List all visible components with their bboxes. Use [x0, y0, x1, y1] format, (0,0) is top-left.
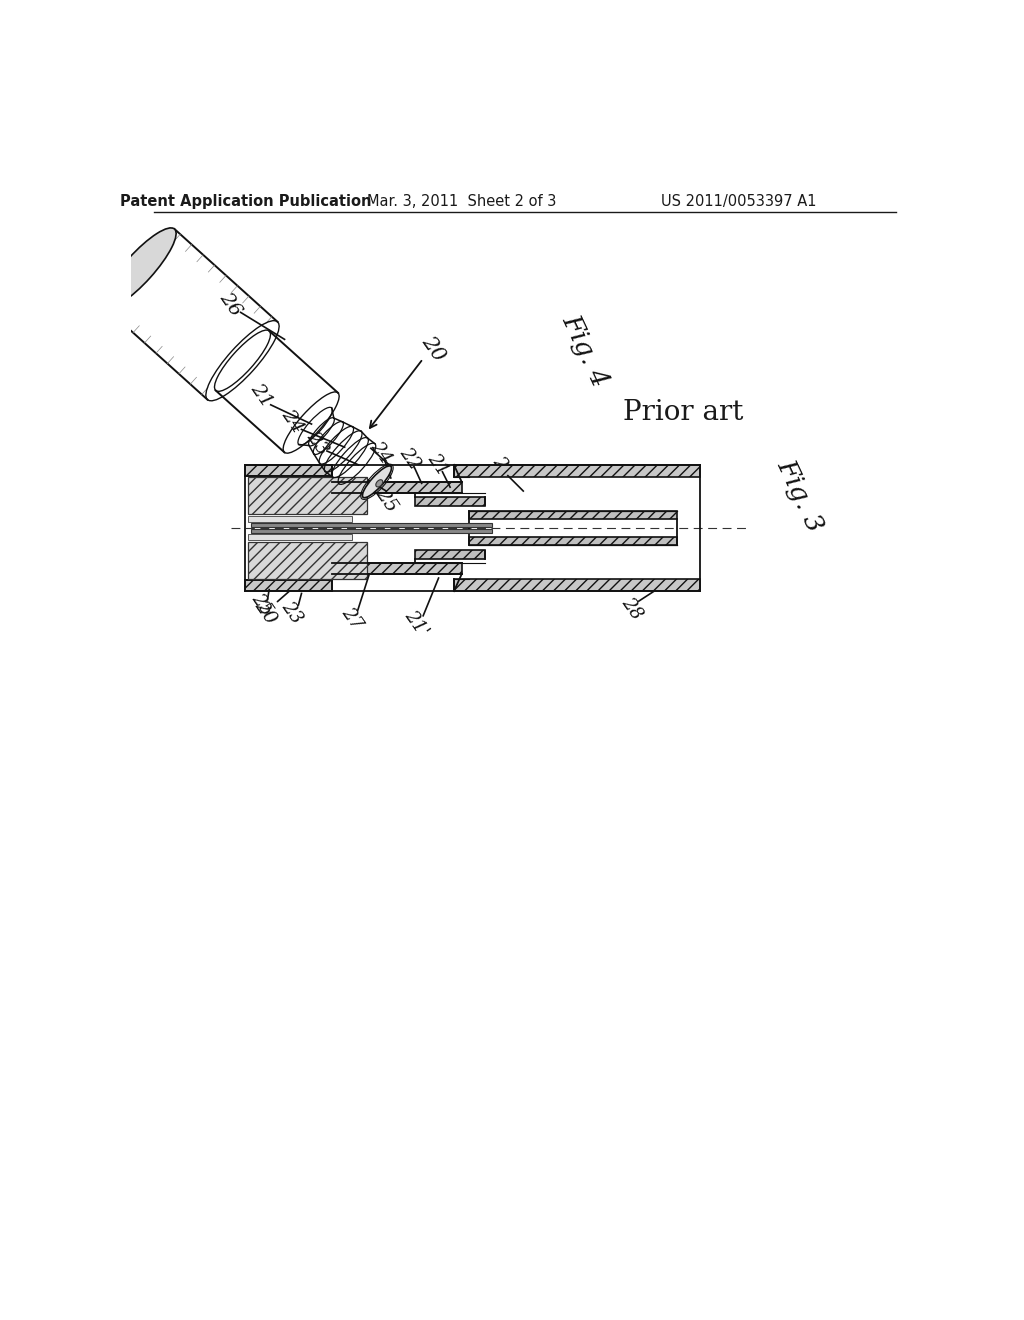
Text: Prior art: Prior art: [624, 399, 743, 426]
Bar: [249, 516, 351, 521]
Text: Mar. 3, 2011  Sheet 2 of 3: Mar. 3, 2011 Sheet 2 of 3: [367, 194, 556, 209]
Text: 21': 21': [400, 607, 432, 640]
Text: 26: 26: [488, 453, 516, 483]
Bar: [251, 523, 493, 527]
Bar: [245, 581, 333, 591]
Text: 20: 20: [418, 333, 449, 364]
Bar: [251, 529, 493, 533]
Bar: [249, 535, 351, 540]
Bar: [469, 511, 677, 519]
Text: 27: 27: [338, 603, 366, 632]
Text: 23: 23: [303, 428, 332, 458]
Ellipse shape: [102, 228, 176, 308]
Bar: [469, 537, 677, 545]
Text: 21: 21: [424, 450, 452, 479]
Bar: [245, 465, 333, 475]
Text: 20: 20: [251, 598, 280, 628]
Bar: [333, 564, 462, 574]
Text: Fig. 3: Fig. 3: [773, 455, 828, 536]
Bar: [416, 498, 484, 507]
Text: Fig. 4: Fig. 4: [557, 310, 612, 391]
Text: 21: 21: [247, 380, 275, 411]
Text: 26: 26: [216, 289, 245, 319]
Bar: [416, 549, 484, 558]
Text: Patent Application Publication: Patent Application Publication: [120, 194, 372, 209]
Bar: [333, 482, 462, 492]
Bar: [454, 578, 700, 591]
Bar: [454, 465, 700, 478]
Ellipse shape: [376, 479, 383, 487]
Text: 24: 24: [367, 438, 395, 467]
Bar: [249, 478, 367, 515]
Ellipse shape: [362, 466, 391, 498]
Text: 22: 22: [395, 444, 423, 474]
Text: 24: 24: [278, 407, 307, 437]
Text: US 2011/0053397 A1: US 2011/0053397 A1: [662, 194, 816, 209]
Text: 28: 28: [617, 594, 646, 623]
Bar: [249, 543, 367, 579]
Text: 25: 25: [248, 590, 275, 619]
Text: 25: 25: [372, 484, 400, 516]
Text: 23: 23: [279, 598, 306, 627]
